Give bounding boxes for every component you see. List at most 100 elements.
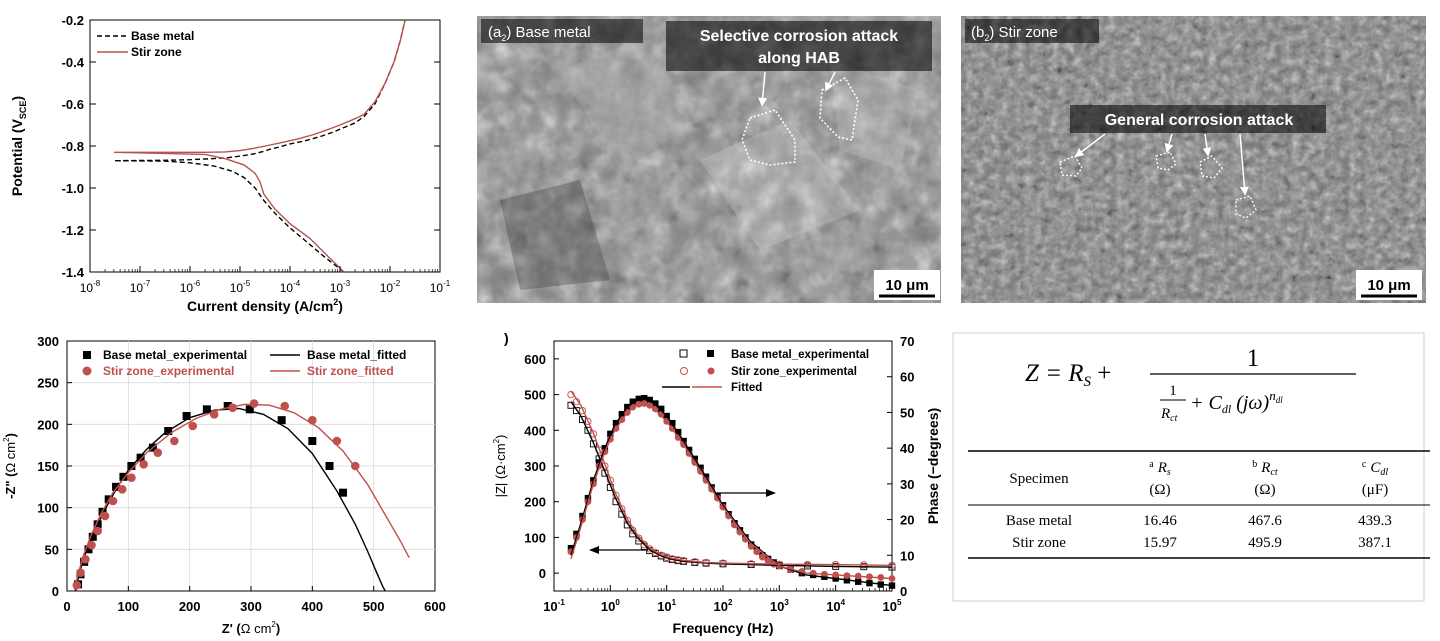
data-point	[153, 448, 163, 457]
data-point	[646, 545, 654, 553]
y-tick-label: -0.4	[62, 55, 85, 70]
x-tick-label: 10-8	[80, 279, 101, 295]
y-tick-label: -0.6	[62, 97, 84, 112]
data-point	[87, 540, 96, 550]
x-tick-label: 500	[363, 599, 385, 614]
table-header-cdl: c Cdl	[1362, 459, 1388, 478]
chart3-legend: Base metal_experimental Stir zone_experi…	[662, 349, 869, 394]
data-point	[127, 473, 136, 482]
data-point	[136, 453, 145, 462]
table-header-rct: b Rct	[1252, 459, 1278, 478]
x-tick-label: 10-1	[430, 279, 451, 295]
data-point	[658, 405, 665, 413]
chart3-y2-axis-label: Phase (−degrees)	[925, 408, 941, 524]
table-cell: 16.46	[1143, 513, 1177, 529]
y-tick-label: 200	[524, 495, 546, 510]
y2-tick-label: 70	[900, 334, 914, 349]
legend-label-stir-zone: Stir zone	[131, 45, 182, 59]
chart2-series	[72, 399, 410, 592]
data-point	[84, 545, 93, 554]
polarization-chart: 10-8 10-7 10-6 10-5 10-4 10-3 10-2 10-1 -0.2 -0.4…	[9, 13, 451, 314]
equation-denominator-rest: + Cdl (jω)ndl	[1190, 388, 1283, 416]
x-tick-label: 10-3	[330, 279, 351, 295]
data-point	[117, 485, 127, 494]
y-tick-label: 300	[37, 334, 59, 349]
hab-outline-2	[819, 76, 859, 141]
scale-bar-label-b: 10 μm	[1367, 277, 1410, 294]
sem-annotation-general: General corrosion attack	[1105, 112, 1294, 129]
table-header-rs-unit: (Ω)	[1149, 482, 1170, 498]
x-tick-label: 103	[770, 598, 789, 614]
data-point	[584, 417, 592, 426]
legend-marker-bode-base-open	[679, 349, 688, 358]
data-point	[629, 398, 636, 405]
parameters-table: Specimen a Rs (Ω) b Rct (Ω) c Cdl (μF) Base…	[968, 450, 1430, 559]
chart3-x-axis-label: Frequency (Hz)	[672, 620, 773, 636]
table-cell: Base metal	[1006, 513, 1072, 529]
data-point	[567, 544, 575, 552]
legend-label-stir-exp: Stir zone_experimental	[103, 364, 234, 378]
fitted-line-4	[570, 401, 893, 568]
data-point	[249, 399, 259, 408]
y-tick-label: 0	[52, 584, 59, 599]
legend-label-stir-fit: Stir zone_fitted	[307, 364, 394, 378]
data-point	[759, 553, 766, 561]
y-tick-label: -1.4	[62, 265, 85, 280]
equation-lhs: Z = RS +	[1025, 360, 1111, 390]
equation: Z = RS + 1 1 Rct + Cdl (jω)ndl	[1025, 345, 1356, 424]
fitted-line-7	[570, 403, 893, 580]
legend-marker-bode-stir-open	[680, 367, 688, 375]
chart1-series	[113, 19, 406, 273]
equation-inner-one: 1	[1169, 383, 1177, 399]
table-cell: 439.3	[1358, 513, 1392, 529]
x-tick-label: 101	[657, 598, 676, 614]
data-point	[339, 488, 347, 497]
equation-table-panel: Z = RS + 1 1 Rct + Cdl (jω)ndl Specimen …	[952, 332, 1430, 602]
data-point	[93, 526, 102, 536]
data-point	[589, 440, 597, 448]
data-point	[277, 416, 286, 425]
sem-image-stir-zone: (b2) Stir zone General corrosion attack …	[961, 16, 1426, 303]
chart1-legend: Base metal Stir zone	[97, 29, 194, 59]
x-tick-label: 10-7	[130, 279, 151, 295]
legend-label-bode-stir: Stir zone_experimental	[731, 366, 857, 378]
data-point	[589, 430, 598, 438]
data-point	[280, 401, 290, 411]
sem-annotation-line2: along HAB	[758, 50, 840, 67]
data-point	[595, 459, 603, 466]
equation-inner-r: Rct	[1160, 406, 1178, 424]
table-cell: 495.9	[1248, 535, 1282, 551]
y-tick-label: -1.2	[62, 223, 84, 238]
chart3-ticks: 10-1 100 101 102 103 104 105010020030040050060…	[524, 334, 914, 614]
chart3-plot-area	[553, 340, 893, 592]
sem-label-base-metal: (a2) Base metal	[488, 24, 591, 43]
y-tick-label: 250	[37, 376, 59, 391]
data-point	[112, 482, 121, 491]
y-tick-label: 400	[524, 423, 546, 438]
data-point	[332, 436, 342, 446]
bode-chart: ) 10-1 100 101 102 103 104 1050100200300400500…	[492, 330, 941, 636]
x-tick-label: 300	[240, 599, 262, 614]
y-tick-label: 600	[524, 352, 546, 367]
x-tick-label: 600	[424, 599, 446, 614]
table-cell: 15.97	[1143, 535, 1177, 551]
chart2-ticks: 0 100 200 300 400 500 600 0 50 100 150 200 250 300	[37, 334, 446, 614]
hab-outline-1	[741, 109, 796, 166]
chart1-x-axis-label: Current density (A/cm2)	[187, 297, 343, 314]
legend-marker-base-exp	[83, 351, 91, 359]
y-tick-label: 200	[37, 417, 59, 432]
x-tick-label: 10-5	[230, 279, 251, 295]
equation-numerator: 1	[1247, 345, 1260, 372]
table-cell: 387.1	[1358, 535, 1392, 551]
sem-image-base-metal: (a2) Base metal Selective corrosion atta…	[477, 16, 941, 303]
legend-label-bode-base: Base metal_experimental	[731, 349, 869, 361]
x-tick-label: 100	[601, 598, 620, 614]
data-point	[646, 396, 653, 404]
x-tick-label: 10-2	[380, 279, 401, 295]
table-header-rs: a Rs	[1149, 459, 1171, 478]
data-point	[325, 462, 334, 470]
chart3-series	[567, 390, 896, 589]
chart1-y-axis-label: Potential (VSCE)	[9, 96, 28, 196]
data-point	[100, 511, 110, 521]
chart1-ticks: 10-8 10-7 10-6 10-5 10-4 10-3 10-2 10-1 -0.2 -0.4…	[62, 13, 451, 295]
